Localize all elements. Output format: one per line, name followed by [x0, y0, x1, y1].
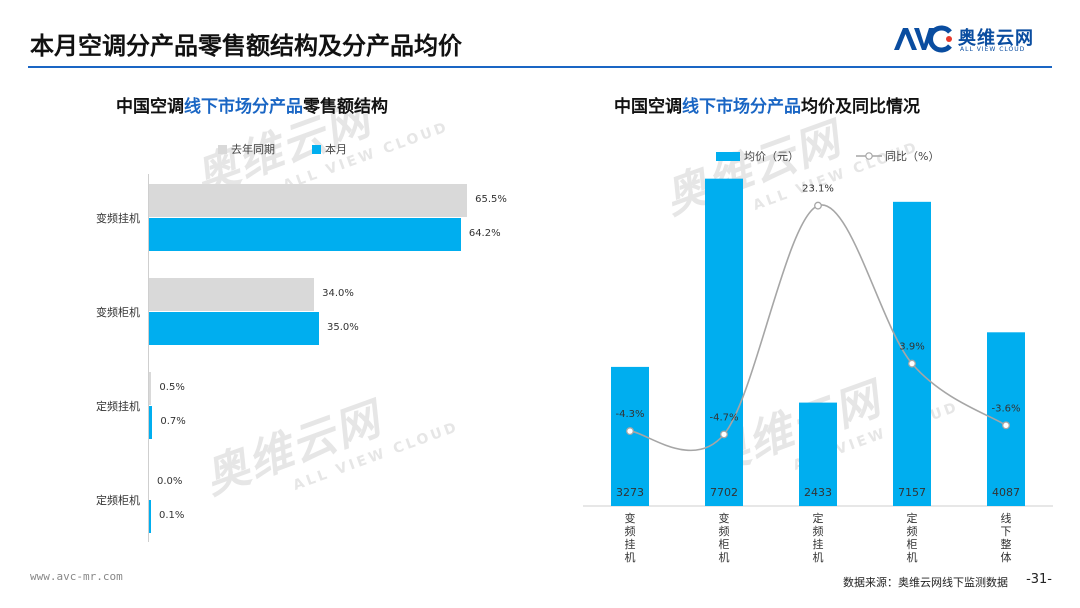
bar [149, 278, 315, 311]
tick-label: 机 [625, 550, 636, 564]
footer-url: www.avc-mr.com [30, 570, 123, 583]
data-label: 7157 [898, 486, 926, 499]
legend-yoy: 同比（%） [856, 148, 939, 164]
tick-label: 频 [813, 524, 824, 538]
bar [149, 312, 319, 345]
data-label: 0.0% [157, 475, 183, 487]
legend-swatch-last-year [218, 145, 227, 154]
tick-label: 体 [1001, 550, 1012, 564]
series-line [629, 204, 1007, 452]
legend-avg-price: 均价（元） [716, 148, 799, 164]
legend-swatch-this-month [312, 145, 321, 154]
data-label: 0.5% [159, 381, 185, 393]
point [1002, 421, 1010, 430]
bar [705, 178, 743, 507]
category-label: 变频挂机 [96, 212, 140, 225]
bar [149, 406, 153, 439]
data-label: 4087 [992, 486, 1020, 499]
legend-this-month: 本月 [312, 141, 347, 157]
brand-logo: 奥维云网 ALL VIEW CLOUD [892, 22, 1052, 58]
category-label: 定频柜机 [96, 494, 140, 507]
tick-label: 机 [907, 550, 918, 564]
tick-label: 下 [1001, 525, 1012, 538]
tick-label: 线 [1001, 511, 1012, 525]
page-title: 本月空调分产品零售额结构及分产品均价 [30, 32, 462, 60]
point [908, 359, 916, 368]
watermark: 奥维云网 ALL VIEW CLOUD [197, 393, 462, 505]
footer-source: 数据来源：奥维云网线下监测数据 [843, 576, 1008, 589]
data-label: 7702 [710, 486, 738, 499]
tick-label: 变 [625, 511, 636, 525]
data-label: 35.0% [327, 321, 359, 333]
tick-label: 频 [907, 524, 918, 538]
brand-name-en: ALL VIEW CLOUD [960, 46, 1026, 53]
bar [893, 201, 931, 506]
bar [799, 402, 837, 506]
bar [149, 184, 468, 217]
page-number: -31- [1026, 572, 1052, 587]
data-label: 34.0% [322, 287, 354, 299]
tick-label: 机 [813, 550, 824, 564]
data-label: 3273 [616, 486, 644, 499]
tick-label: 柜 [719, 538, 730, 551]
data-label: -4.3% [615, 409, 644, 420]
tick-label: 挂 [813, 537, 824, 551]
bar [149, 500, 151, 533]
brand-name-cn: 奥维云网 [958, 28, 1034, 49]
data-label: 3.9% [899, 342, 924, 353]
data-label: 0.7% [160, 415, 186, 427]
right-chart-title: 中国空调线下市场分产品均价及同比情况 [614, 97, 920, 117]
legend-swatch-avg-price [716, 152, 740, 161]
category-label: 变频柜机 [96, 306, 140, 319]
data-label: -4.7% [709, 412, 738, 423]
bar [987, 332, 1025, 506]
tick-label: 整 [1001, 537, 1012, 551]
point [626, 427, 634, 436]
tick-label: 挂 [625, 537, 636, 551]
tick-label: 频 [719, 524, 730, 538]
data-label: -3.6% [991, 403, 1020, 414]
point [814, 201, 822, 210]
data-label: 65.5% [475, 193, 507, 205]
tick-label: 定 [907, 511, 918, 525]
tick-label: 定 [813, 511, 824, 525]
watermark: 奥维云网 ALL VIEW CLOUD [697, 373, 962, 485]
tick-label: 柜 [907, 538, 918, 551]
tick-label: 变 [719, 511, 730, 525]
legend-last-year: 去年同期 [218, 141, 275, 157]
left-chart-axis [148, 174, 149, 542]
tick-label: 机 [719, 550, 730, 564]
avc-logo-icon [894, 25, 952, 53]
title-divider [28, 66, 1052, 68]
left-chart-title: 中国空调线下市场分产品零售额结构 [116, 97, 388, 117]
bar [149, 372, 152, 405]
data-label: 0.1% [159, 509, 185, 521]
data-label: 2433 [804, 486, 832, 499]
data-label: 23.1% [802, 184, 834, 195]
bar [611, 366, 649, 506]
data-label: 64.2% [468, 227, 501, 239]
category-label: 定频挂机 [96, 400, 140, 413]
point [720, 430, 728, 439]
tick-label: 频 [625, 524, 636, 538]
legend-line-marker-icon [856, 152, 882, 160]
bar [149, 218, 461, 251]
